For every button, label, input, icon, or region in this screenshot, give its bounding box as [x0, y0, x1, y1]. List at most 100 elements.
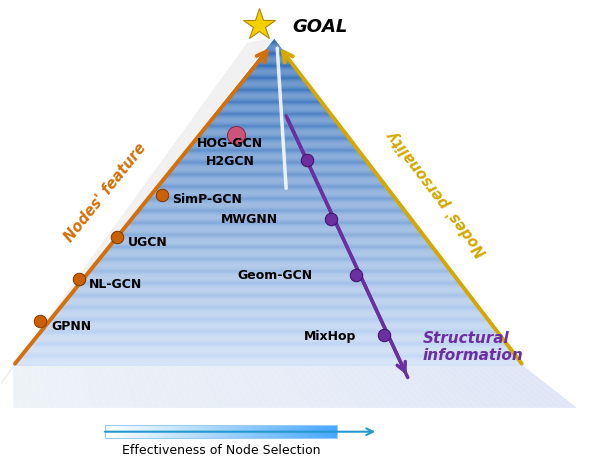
Polygon shape [183, 152, 362, 153]
Polygon shape [248, 70, 299, 71]
Polygon shape [229, 94, 318, 95]
Bar [169, 425, 170, 438]
Polygon shape [121, 229, 420, 231]
Polygon shape [249, 366, 281, 408]
Polygon shape [504, 366, 563, 408]
Bar [159, 425, 161, 438]
Polygon shape [95, 262, 445, 263]
Bar [179, 425, 181, 438]
Polygon shape [90, 366, 105, 408]
Bar [324, 425, 326, 438]
Polygon shape [181, 156, 364, 157]
Bar [191, 425, 193, 438]
Polygon shape [187, 147, 358, 148]
Polygon shape [198, 366, 225, 408]
Bar [150, 425, 151, 438]
Bar [110, 425, 111, 438]
Polygon shape [271, 42, 278, 43]
Polygon shape [143, 202, 400, 204]
Polygon shape [184, 151, 361, 152]
Polygon shape [167, 172, 377, 173]
Polygon shape [225, 99, 321, 100]
Polygon shape [44, 327, 494, 328]
Polygon shape [339, 366, 380, 408]
Polygon shape [197, 135, 348, 136]
Bar [311, 425, 312, 438]
Polygon shape [214, 113, 331, 114]
Bar [167, 425, 169, 438]
Bar [196, 425, 198, 438]
Bar [316, 425, 318, 438]
Polygon shape [190, 143, 355, 144]
Polygon shape [224, 366, 253, 408]
Polygon shape [58, 309, 481, 310]
Polygon shape [154, 188, 389, 189]
Polygon shape [122, 228, 420, 229]
Polygon shape [27, 347, 510, 348]
Polygon shape [364, 366, 408, 408]
Polygon shape [18, 359, 519, 360]
Polygon shape [149, 195, 394, 196]
Bar [321, 425, 322, 438]
Polygon shape [176, 161, 368, 162]
Polygon shape [473, 366, 527, 408]
Polygon shape [332, 366, 372, 408]
Polygon shape [47, 322, 491, 323]
Polygon shape [266, 48, 283, 50]
Polygon shape [173, 366, 197, 408]
Polygon shape [45, 324, 493, 326]
Bar [148, 425, 150, 438]
Polygon shape [58, 366, 70, 408]
Polygon shape [144, 201, 399, 202]
Polygon shape [30, 343, 507, 344]
Polygon shape [105, 249, 436, 250]
Bar [185, 425, 187, 438]
Bar [215, 425, 216, 438]
Polygon shape [13, 365, 523, 366]
Text: GPNN: GPNN [52, 320, 92, 333]
Polygon shape [266, 47, 282, 48]
Bar [117, 425, 119, 438]
Polygon shape [67, 297, 472, 298]
Bar [267, 425, 269, 438]
Polygon shape [434, 366, 485, 408]
Bar [292, 425, 293, 438]
Polygon shape [91, 268, 449, 269]
Polygon shape [74, 289, 465, 290]
Bar [284, 425, 285, 438]
Polygon shape [262, 53, 286, 54]
Bar [329, 425, 330, 438]
Polygon shape [189, 144, 356, 146]
Text: Structural
information: Structural information [423, 331, 523, 363]
Polygon shape [153, 190, 390, 191]
Polygon shape [151, 191, 392, 193]
Bar [203, 425, 204, 438]
Polygon shape [319, 366, 358, 408]
Polygon shape [141, 204, 401, 205]
Bar [272, 425, 274, 438]
Bar [151, 425, 153, 438]
Bar [122, 425, 124, 438]
Bar [124, 425, 125, 438]
Polygon shape [224, 101, 322, 102]
Polygon shape [268, 45, 280, 47]
Bar [153, 425, 154, 438]
Polygon shape [466, 366, 520, 408]
Bar [181, 425, 182, 438]
Polygon shape [82, 279, 458, 280]
Bar [206, 425, 207, 438]
Bar [319, 425, 321, 438]
Polygon shape [256, 366, 288, 408]
Polygon shape [51, 317, 487, 318]
Bar [335, 425, 337, 438]
Polygon shape [140, 205, 402, 207]
Bar [312, 425, 313, 438]
Polygon shape [164, 175, 379, 176]
Polygon shape [215, 112, 331, 113]
Text: SimP-GCN: SimP-GCN [172, 194, 242, 206]
Polygon shape [198, 133, 347, 135]
Polygon shape [428, 366, 478, 408]
Polygon shape [172, 165, 371, 166]
Bar [218, 425, 219, 438]
Polygon shape [73, 290, 467, 292]
